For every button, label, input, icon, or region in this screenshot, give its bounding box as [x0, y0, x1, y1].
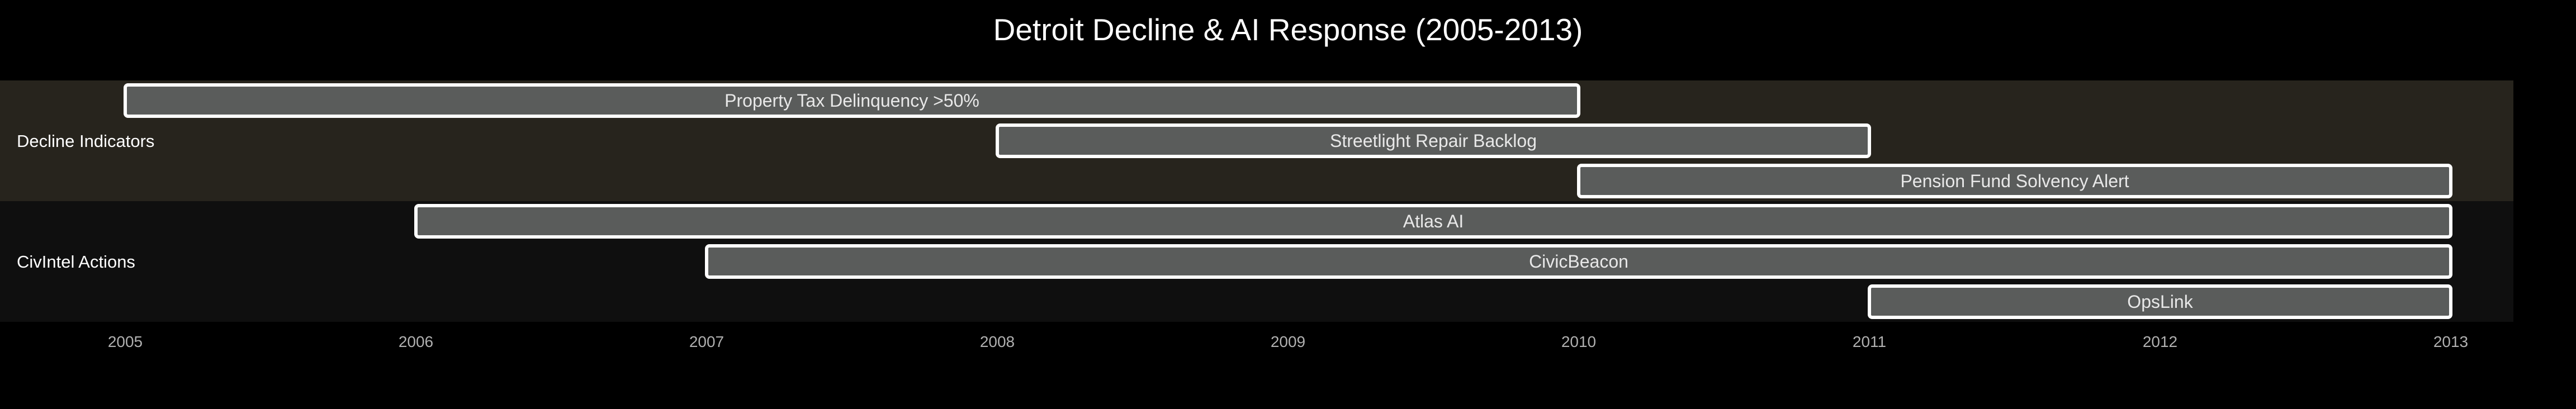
timeline-bar	[1577, 164, 2452, 198]
x-tick-label: 2013	[2433, 333, 2468, 350]
timeline-bar	[705, 244, 2452, 279]
bar-label: CivicBeacon	[1529, 251, 1628, 272]
bar-label: Pension Fund Solvency Alert	[1900, 171, 2129, 191]
x-tick-label: 2011	[1853, 333, 1886, 350]
x-tick-label: 2005	[108, 333, 143, 350]
x-tick-label: 2006	[399, 333, 433, 350]
x-tick-label: 2007	[689, 333, 724, 350]
timeline-bar	[996, 123, 1871, 158]
bar-label: OpsLink	[2127, 292, 2193, 312]
timeline-bar	[414, 204, 2452, 239]
timeline-bar	[124, 83, 1580, 118]
bar-label: Streetlight Repair Backlog	[1330, 131, 1537, 151]
x-tick-label: 2009	[1271, 333, 1305, 350]
bar-label: Atlas AI	[1403, 211, 1464, 231]
timeline-bar	[1868, 284, 2452, 319]
bar-label: Property Tax Delinquency >50%	[724, 91, 979, 111]
x-tick-label: 2010	[1561, 333, 1596, 350]
x-tick-label: 2012	[2143, 333, 2177, 350]
lane-label: Decline Indicators	[17, 131, 154, 151]
x-tick-label: 2008	[980, 333, 1015, 350]
chart-title: Detroit Decline & AI Response (2005-2013…	[993, 12, 1583, 47]
lane-label: CivIntel Actions	[17, 252, 135, 272]
